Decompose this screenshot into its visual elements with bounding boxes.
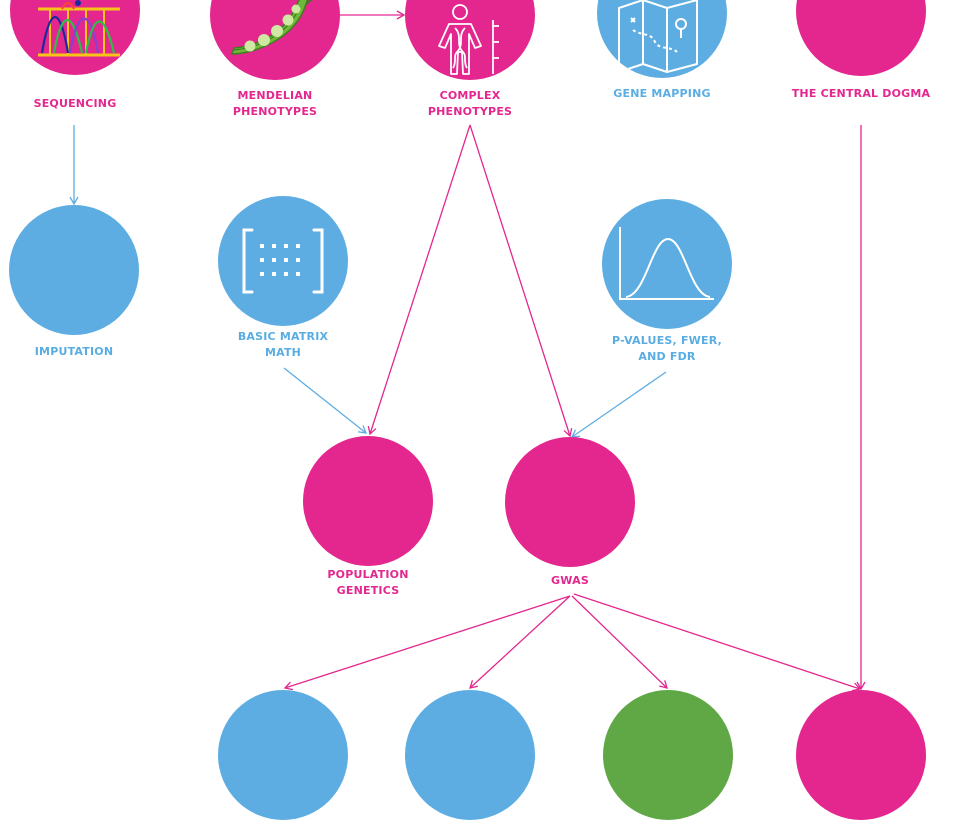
map-icon [618, 0, 698, 73]
edge-complex-to-gwas [469, 124, 573, 438]
label-line: PHENOTYPES [232, 105, 318, 118]
edge-layer [69, 10, 866, 692]
label-line: BASIC MATRIX [237, 330, 329, 343]
node-p-values[interactable] [602, 199, 732, 329]
label-line: MATH [264, 346, 302, 359]
label-line: IMPUTATION [34, 345, 114, 358]
label-sequencing: SEQUENCING [10, 96, 140, 112]
label-line: POPULATION [327, 568, 409, 581]
label-gene-mapping: GENE MAPPING [592, 86, 732, 102]
node-mendelian-phenotypes[interactable] [210, 0, 340, 80]
label-imputation: IMPUTATION [4, 344, 144, 360]
label-gwas: GWAS [500, 573, 640, 589]
label-basic-matrix-math: BASIC MATRIX MATH [213, 329, 353, 361]
label-line: COMPLEX [439, 89, 501, 102]
edge-pvalues-to-gwas [570, 371, 667, 438]
label-line: GENE MAPPING [613, 87, 711, 100]
label-complex-phenotypes: COMPLEX PHENOTYPES [400, 88, 540, 120]
label-central-dogma: THE CENTRAL DOGMA [781, 86, 941, 102]
bell-curve-icon [619, 227, 714, 300]
edge-gwas-to-bottom-4 [573, 593, 862, 692]
human-dna-icon [438, 4, 499, 75]
label-line: AND FDR [638, 350, 696, 363]
edge-matrix-to-population-genetics [283, 367, 368, 434]
label-line: THE CENTRAL DOGMA [791, 87, 931, 100]
edge-gwas-to-bottom-1 [283, 595, 571, 691]
label-line: PHENOTYPES [427, 105, 513, 118]
label-line: SEQUENCING [33, 97, 117, 110]
node-gwas[interactable] [505, 437, 635, 567]
label-line: GWAS [551, 574, 589, 587]
chromatogram-icon [38, 0, 120, 57]
concept-map: SEQUENCING MENDELIAN PHENOTYPES [4, 0, 941, 820]
node-bottom-2[interactable] [405, 690, 535, 820]
node-bottom-1[interactable] [218, 690, 348, 820]
edge-gwas-to-bottom-3 [571, 595, 668, 689]
edge-gwas-to-bottom-2 [469, 595, 571, 689]
label-line: P-VALUES, FWER, [612, 334, 722, 347]
node-imputation[interactable] [9, 205, 139, 335]
label-p-values: P-VALUES, FWER, AND FDR [592, 333, 742, 365]
label-mendelian-phenotypes: MENDELIAN PHENOTYPES [205, 88, 345, 120]
node-population-genetics[interactable] [303, 436, 433, 566]
node-basic-matrix-math[interactable] [218, 196, 348, 326]
node-bottom-4[interactable] [796, 690, 926, 820]
node-sequencing[interactable] [10, 0, 140, 75]
label-line: MENDELIAN [237, 89, 313, 102]
node-bottom-3[interactable] [603, 690, 733, 820]
label-line: GENETICS [336, 584, 400, 597]
label-population-genetics: POPULATION GENETICS [298, 567, 438, 599]
pea-pod-icon [230, 0, 313, 55]
edge-complex-to-population-genetics [367, 124, 471, 436]
node-complex-phenotypes[interactable] [405, 0, 535, 80]
node-gene-mapping[interactable] [597, 0, 727, 78]
matrix-icon [242, 228, 324, 294]
